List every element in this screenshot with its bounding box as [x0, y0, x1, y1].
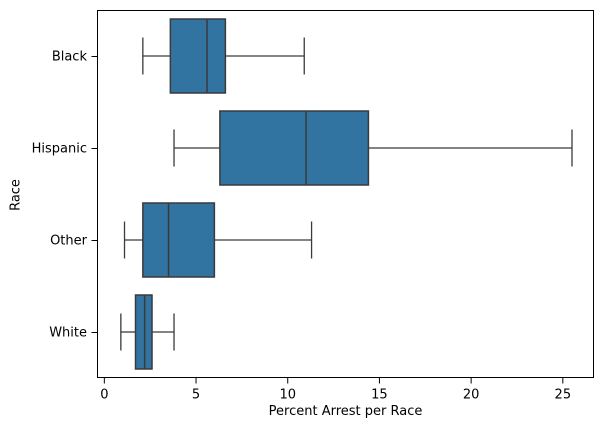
y-tick-label: White: [49, 326, 87, 341]
box-other: [123, 202, 313, 278]
box-black: [142, 18, 305, 94]
iqr-box: [142, 202, 216, 278]
box-white: [120, 294, 175, 370]
y-tick-label: Hispanic: [32, 142, 87, 157]
iqr-box: [219, 110, 370, 186]
x-tick-label: 5: [192, 388, 200, 403]
y-axis-title: Race: [8, 179, 24, 211]
x-tick-label: 15: [371, 388, 388, 403]
x-tick-label: 10: [279, 388, 296, 403]
x-tick-label: 25: [555, 388, 572, 403]
x-axis-title: Percent Arrest per Race: [268, 404, 423, 419]
plot-border: [97, 10, 594, 378]
iqr-box: [169, 18, 227, 94]
y-tick-label: Black: [52, 50, 88, 65]
x-tick-label: 20: [463, 388, 480, 403]
y-tick-label: Other: [50, 234, 88, 249]
x-tick-label: 0: [100, 388, 108, 403]
box-hispanic: [173, 110, 573, 186]
iqr-box: [134, 294, 153, 370]
